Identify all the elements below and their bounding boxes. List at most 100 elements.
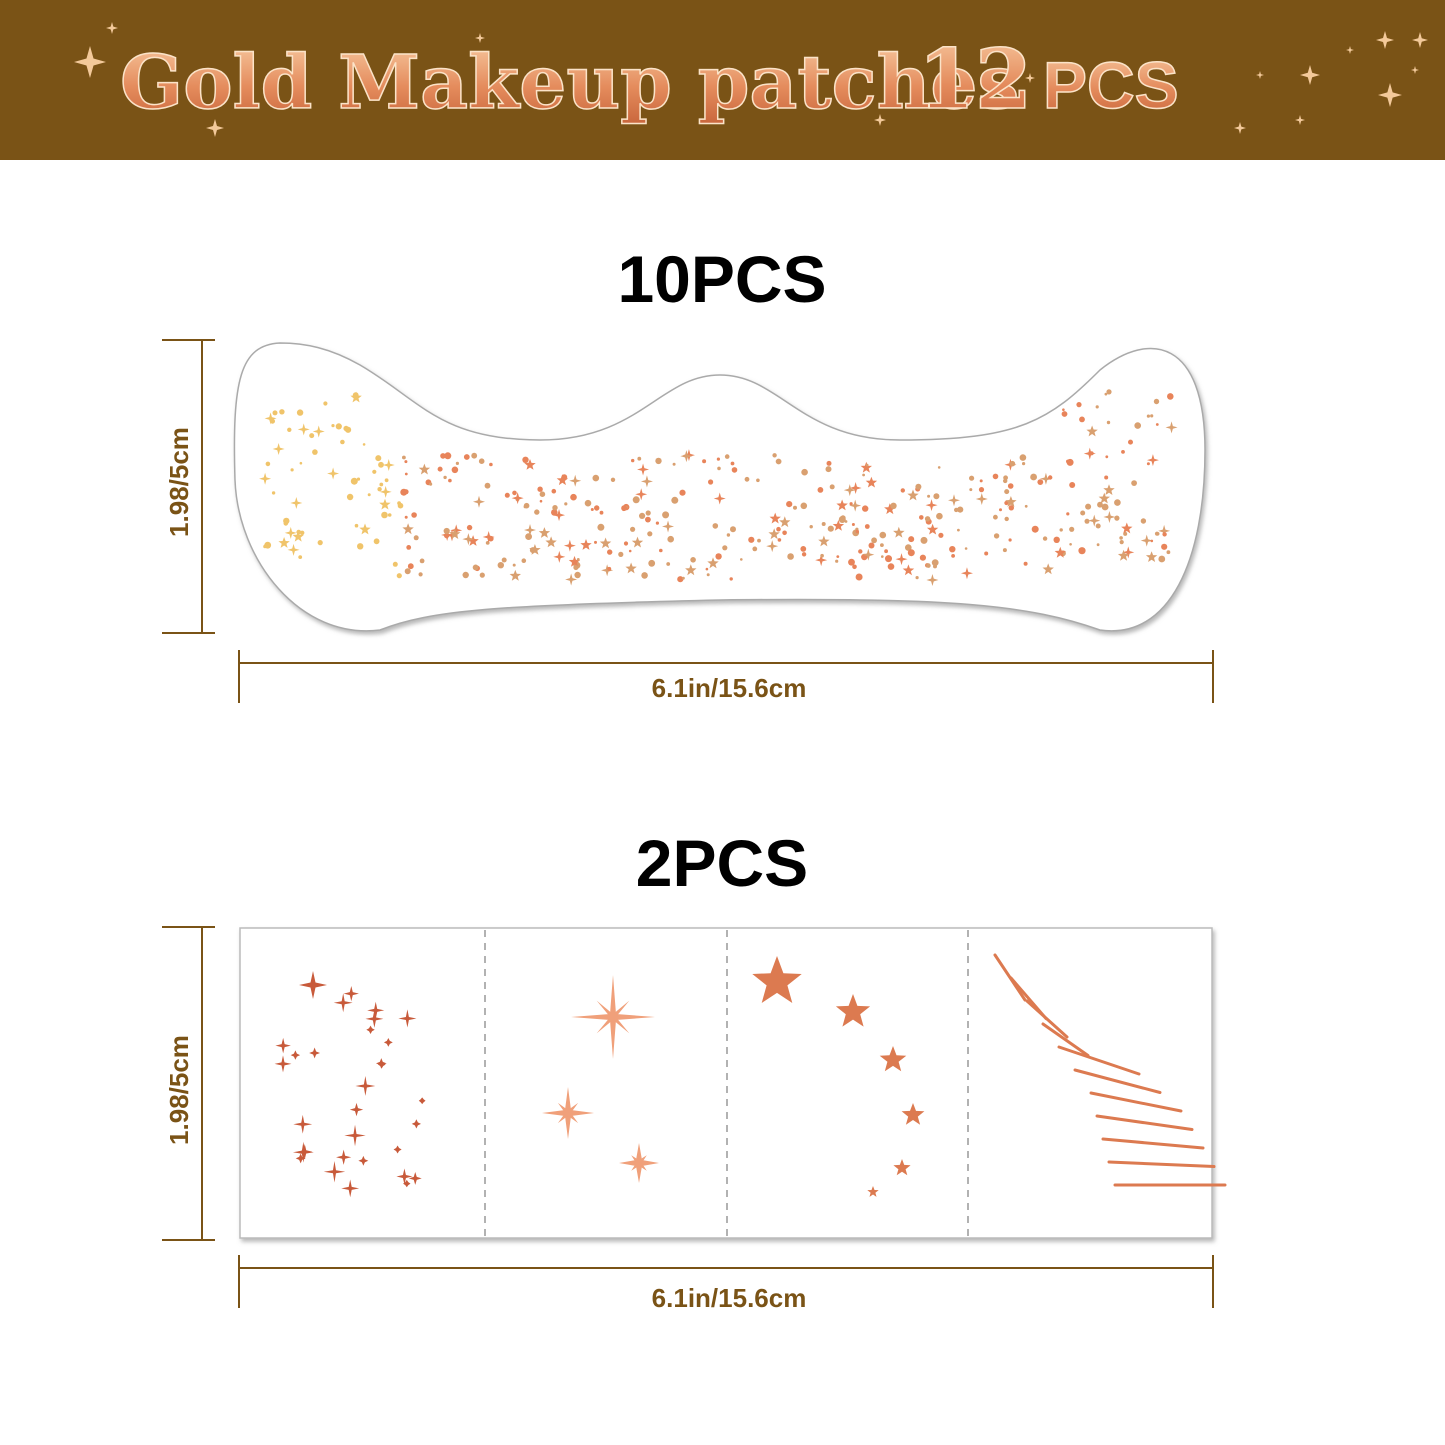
patch-dot xyxy=(309,433,315,439)
patch-dot xyxy=(471,452,478,459)
section-label: 10PCS xyxy=(617,242,826,316)
patch-dot xyxy=(717,466,721,471)
patch-dot xyxy=(1095,405,1099,409)
patch-star xyxy=(563,539,576,552)
patch-dot xyxy=(387,513,392,517)
patch-dot xyxy=(443,475,447,480)
patch-dot xyxy=(592,474,600,482)
sparkle xyxy=(393,1145,402,1154)
patch-star xyxy=(264,412,277,425)
patch-dot xyxy=(844,520,848,523)
patch-dot xyxy=(682,576,685,580)
patch-star xyxy=(569,474,582,487)
patch-dot xyxy=(690,557,696,563)
patch-dot xyxy=(440,453,446,459)
patch-star xyxy=(290,496,303,509)
sparkle xyxy=(341,1179,360,1198)
patch-star xyxy=(359,523,371,535)
patch-dot xyxy=(375,455,382,462)
patch-star xyxy=(1103,484,1115,495)
patch-dot xyxy=(907,549,915,557)
sparkle xyxy=(596,1000,630,1034)
header-star xyxy=(1411,66,1419,74)
patch-dot xyxy=(949,546,956,553)
star xyxy=(752,956,802,1003)
patch-dot xyxy=(775,458,782,465)
patch-star xyxy=(1005,496,1017,507)
patch-dot xyxy=(933,493,940,500)
patch-star xyxy=(707,557,719,569)
patch-dot xyxy=(864,524,870,529)
patch-star xyxy=(682,449,695,462)
dimension-lines xyxy=(162,926,1214,1308)
patch-star xyxy=(382,459,395,472)
patch-dot xyxy=(801,468,808,476)
patch-star xyxy=(565,573,578,586)
patch-star xyxy=(511,492,524,505)
sparkle xyxy=(274,1055,292,1073)
patch-dot xyxy=(641,572,648,579)
sparkle xyxy=(411,1119,422,1129)
patch-sparkles xyxy=(259,389,1178,586)
sparkle xyxy=(355,1076,376,1096)
patch-star xyxy=(680,450,693,463)
patch-dot xyxy=(787,553,794,560)
patch-dot xyxy=(919,515,924,520)
patch-dot xyxy=(920,536,928,544)
patch-star xyxy=(768,528,780,540)
patch-dot xyxy=(821,522,826,526)
patch-dot xyxy=(1030,473,1037,481)
patch-star xyxy=(625,562,637,574)
patch-dot xyxy=(529,547,536,554)
lash-line xyxy=(1089,1091,1183,1113)
patch-dot xyxy=(478,458,485,465)
patch-dot xyxy=(1121,450,1125,454)
patch-dot xyxy=(1085,503,1092,510)
patch-star xyxy=(860,461,872,473)
sparkle xyxy=(375,1058,387,1069)
patch-dot xyxy=(722,545,728,551)
patch-dot xyxy=(512,563,516,567)
patch-dot xyxy=(354,523,359,528)
patch-dot xyxy=(504,492,510,498)
patch-dot xyxy=(1123,531,1128,536)
patch-dot xyxy=(927,494,931,498)
patch-dot xyxy=(1019,454,1027,461)
sparkle xyxy=(367,1001,385,1019)
patch-dot xyxy=(346,493,354,501)
patch-dot xyxy=(1024,504,1028,508)
patch-dot xyxy=(264,541,272,549)
patch-dot xyxy=(708,479,714,485)
patch-dot xyxy=(1134,422,1141,429)
patch-dot xyxy=(501,557,507,563)
patch-dot xyxy=(407,563,414,570)
patch-dot xyxy=(835,559,839,563)
patch-dot xyxy=(836,555,840,558)
patch-dot xyxy=(466,524,473,531)
patch-dot xyxy=(340,439,345,445)
patch-dot xyxy=(497,562,504,569)
patch-dot xyxy=(618,551,624,558)
patch-dot xyxy=(1106,420,1111,425)
patch-shape xyxy=(233,342,1206,632)
patch-star xyxy=(1042,563,1054,575)
patch-dot xyxy=(938,532,944,538)
patch-dot xyxy=(402,455,406,460)
patch-dot xyxy=(404,472,408,476)
patch-dot xyxy=(671,496,679,504)
patch-dot xyxy=(378,461,384,468)
patch-dot xyxy=(537,486,543,492)
patch-dot xyxy=(931,559,939,566)
patch-dot xyxy=(623,541,629,546)
patch-dot xyxy=(539,499,543,503)
patch-dot xyxy=(951,554,955,558)
patch-dot xyxy=(551,488,557,494)
patch-star xyxy=(975,493,988,506)
patch-dot xyxy=(992,473,999,480)
patch-dot xyxy=(957,506,964,513)
patch-dot xyxy=(969,488,973,492)
patch-dot xyxy=(801,552,807,557)
patch-dot xyxy=(437,466,443,472)
patch-star xyxy=(884,503,896,515)
header-stars xyxy=(74,22,1428,137)
